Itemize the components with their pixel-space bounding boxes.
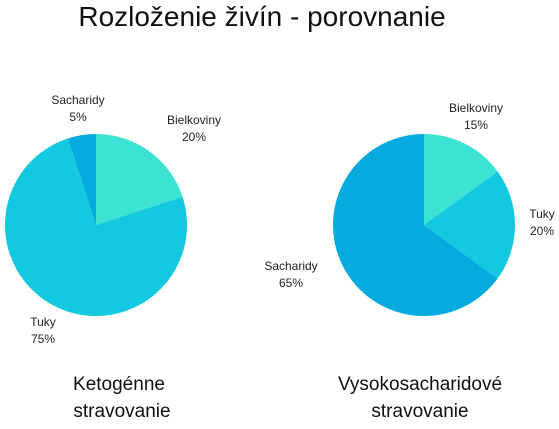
slice-value-bielkoviny: 15%: [464, 118, 488, 132]
caption-ketogenic-line-1: Ketogénne: [73, 374, 165, 395]
slice-label-bielkoviny: Bielkoviny: [449, 101, 503, 115]
pie-slice-tuky: [5, 138, 188, 316]
caption-high-carb-line-1: Vysokosacharidové: [338, 374, 502, 395]
chart-title: Rozloženie živín - porovnanie: [78, 1, 445, 32]
caption-ketogenic-line-2: stravovanie: [73, 401, 170, 422]
pie-slice-bielkoviny: [424, 134, 498, 225]
caption-high-carb-line-2: stravovanie: [371, 401, 468, 422]
slice-label-tuky: Tuky: [529, 207, 555, 221]
pie-chart-high-carb: Bielkoviny 15% Tuky 20% Sacharidy 65%: [264, 101, 555, 317]
pie-slice-sacharidy: [333, 134, 498, 317]
slice-label-bielkoviny: Bielkoviny: [167, 113, 221, 127]
pie-slice-sacharidy: [67, 134, 96, 225]
pie-slice-tuky: [424, 171, 516, 279]
pie-chart-ketogenic: Bielkoviny 20% Tuky 75% Sacharidy 5%: [5, 93, 221, 346]
slice-value-sacharidy: 65%: [279, 276, 303, 290]
slice-value-bielkoviny: 20%: [182, 130, 206, 144]
slice-value-sacharidy: 5%: [69, 110, 87, 124]
slice-value-tuky: 20%: [530, 224, 554, 238]
slice-value-tuky: 75%: [31, 332, 55, 346]
slice-label-sacharidy: Sacharidy: [264, 259, 317, 273]
slice-label-sacharidy: Sacharidy: [51, 93, 104, 107]
pie-slice-bielkoviny: [96, 134, 183, 225]
slice-label-tuky: Tuky: [30, 315, 56, 329]
